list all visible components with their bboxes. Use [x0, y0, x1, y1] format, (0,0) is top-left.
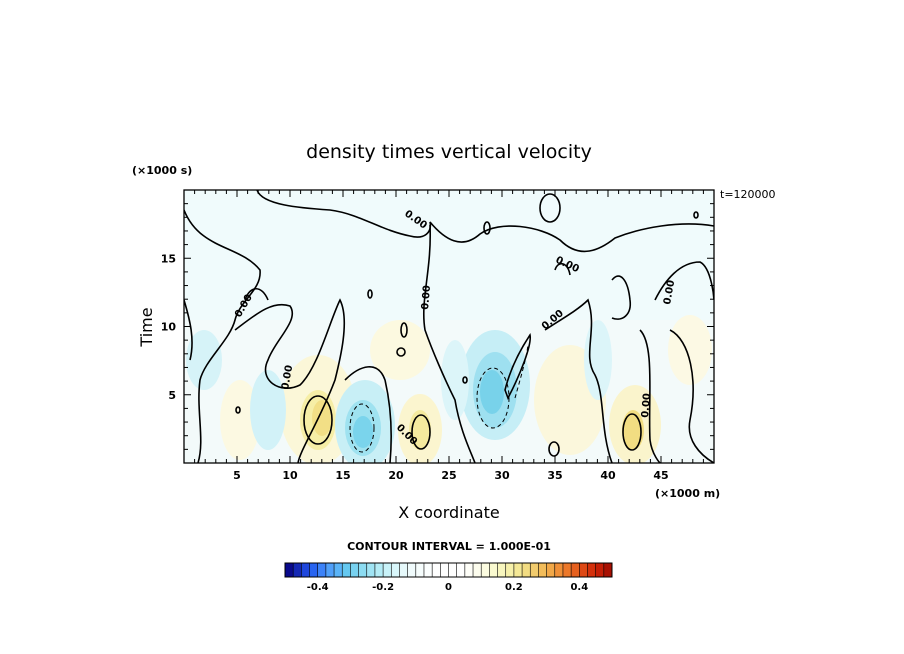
x-tick-label: 25 — [441, 469, 456, 482]
svg-text:0.00: 0.00 — [420, 285, 433, 311]
colorbar-cell — [464, 563, 474, 577]
colorbar-tick-label: 0.2 — [505, 582, 523, 593]
colorbar-cell — [415, 563, 425, 577]
colorbar-cell — [407, 563, 417, 577]
colorbar-cell — [399, 563, 408, 577]
colorbar-cell — [366, 563, 376, 577]
positive-regions — [220, 315, 712, 463]
colorbar-cell — [423, 563, 433, 577]
x-tick-label: 5 — [233, 469, 241, 482]
chart-title: density times vertical velocity — [306, 141, 592, 163]
colorbar-cell — [587, 563, 596, 577]
colorbar-cell — [522, 563, 531, 577]
colorbar-cell — [513, 563, 523, 577]
colorbar-cell — [374, 563, 384, 577]
y-tick-label: 15 — [161, 252, 176, 265]
colorbar-cell — [448, 563, 457, 577]
y-tick-label: 5 — [168, 389, 176, 402]
colorbar-cell — [489, 563, 498, 577]
colorbar-cell — [440, 563, 449, 577]
colorbar-cell — [358, 563, 368, 577]
svg-text:0.00: 0.00 — [662, 279, 677, 305]
x-tick-label: 40 — [600, 469, 616, 482]
colorbar-cell — [301, 563, 310, 577]
colorbar-cell — [391, 563, 400, 577]
svg-text:0.00: 0.00 — [640, 393, 653, 419]
negative-regions — [186, 320, 612, 463]
negative-contours — [349, 344, 529, 453]
time-label: t=120000 — [720, 188, 776, 201]
x-tick-label: 30 — [494, 469, 510, 482]
colorbar-cell — [383, 563, 392, 577]
colorbar-tick-label: 0.4 — [570, 582, 588, 593]
colorbar-cell — [456, 563, 466, 577]
y-axis-label: Time — [137, 307, 156, 347]
colorbar-cell — [562, 563, 572, 577]
colorbar-cell — [579, 563, 588, 577]
colorbar-cell — [325, 563, 335, 577]
colorbar-cell — [350, 563, 359, 577]
x-axis-ticks: 5 10 15 20 25 30 35 40 45 — [194, 190, 704, 482]
colorbar: -0.4 -0.2 0 0.2 0.4 — [284, 562, 613, 593]
colorbar-cell — [473, 563, 482, 577]
colorbar-cell — [538, 563, 547, 577]
colorbar-cell — [285, 563, 294, 577]
x-tick-label: 45 — [653, 469, 668, 482]
heatmap-field: 0.00 0.00 0.00 0.00 0.00 0.00 0.00 0.00 … — [184, 190, 714, 463]
x-tick-label: 15 — [335, 469, 350, 482]
colorbar-cell — [334, 563, 343, 577]
colorbar-cell — [571, 563, 580, 577]
y-axis-ticks: 5 10 15 — [161, 203, 714, 450]
x-tick-label: 35 — [547, 469, 562, 482]
x-axis-label: X coordinate — [398, 503, 499, 522]
y-tick-label: 10 — [161, 321, 177, 334]
colorbar-cell — [497, 563, 507, 577]
colorbar-cell — [432, 563, 441, 577]
colorbar-cell — [595, 563, 605, 577]
colorbar-cell — [603, 563, 613, 577]
colorbar-cell — [317, 563, 327, 577]
colorbar-cell — [530, 563, 539, 577]
colorbar-cell — [309, 563, 318, 577]
colorbar-tick-label: 0 — [445, 582, 452, 593]
zero-contours — [184, 190, 714, 463]
svg-text:0.00: 0.00 — [280, 364, 295, 390]
colorbar-frame — [284, 562, 613, 578]
colorbar-cell — [505, 563, 515, 577]
colorbar-cell — [293, 563, 302, 577]
contour-interval-text: CONTOUR INTERVAL = 1.000E-01 — [347, 540, 551, 553]
x-unit-label: (×1000 m) — [655, 487, 720, 500]
y-unit-label: (×1000 s) — [132, 164, 192, 177]
colorbar-cell — [342, 563, 351, 577]
x-tick-label: 10 — [282, 469, 298, 482]
x-tick-label: 20 — [388, 469, 404, 482]
colorbar-cell — [546, 563, 556, 577]
colorbar-tick-label: -0.4 — [307, 582, 329, 593]
colorbar-tick-label: -0.2 — [372, 582, 394, 593]
colorbar-cell — [554, 563, 564, 577]
colorbar-cell — [481, 563, 490, 577]
